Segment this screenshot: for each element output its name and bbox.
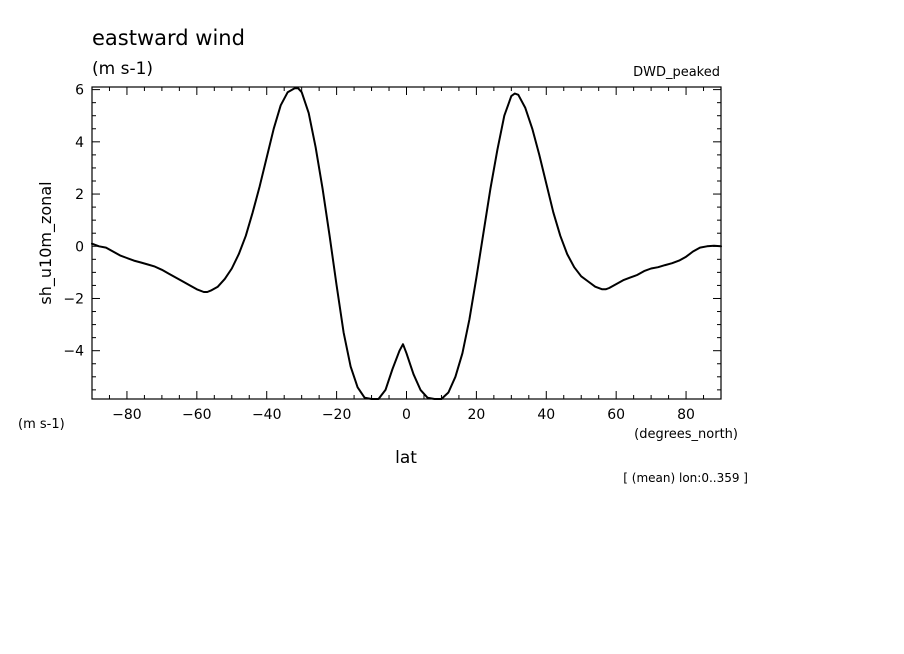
x-tick-label: −80 <box>112 407 142 423</box>
y-axis-label: sh_u10m_zonal <box>36 181 56 304</box>
x-axis-label: lat <box>395 448 417 468</box>
x-tick-label: 20 <box>467 407 485 423</box>
x-tick-label: 80 <box>677 407 695 423</box>
footnote: [ (mean) lon:0..359 ] <box>623 471 748 485</box>
y-tick-label: −4 <box>63 344 84 360</box>
chart-units: (m s-1) <box>92 59 153 79</box>
y-tick-label: 6 <box>75 83 84 99</box>
series-line <box>91 87 722 400</box>
x-tick-label: −40 <box>252 407 282 423</box>
y-tick-label: 2 <box>75 187 84 203</box>
x-tick-label: 60 <box>607 407 625 423</box>
x-axis-units: (degrees_north) <box>634 427 738 442</box>
chart-title: eastward wind <box>92 26 245 50</box>
y-tick-label: 4 <box>75 135 84 151</box>
x-tick-label: −60 <box>182 407 212 423</box>
chart-right-label: DWD_peaked <box>633 65 720 80</box>
x-tick-label: −20 <box>322 407 352 423</box>
y-tick-label: −2 <box>63 291 84 307</box>
x-tick-label: 0 <box>402 407 411 423</box>
axis-ticks <box>91 87 722 399</box>
x-tick-label: 40 <box>537 407 555 423</box>
y-tick-label: 0 <box>75 239 84 255</box>
y-axis-units: (m s-1) <box>18 417 65 432</box>
